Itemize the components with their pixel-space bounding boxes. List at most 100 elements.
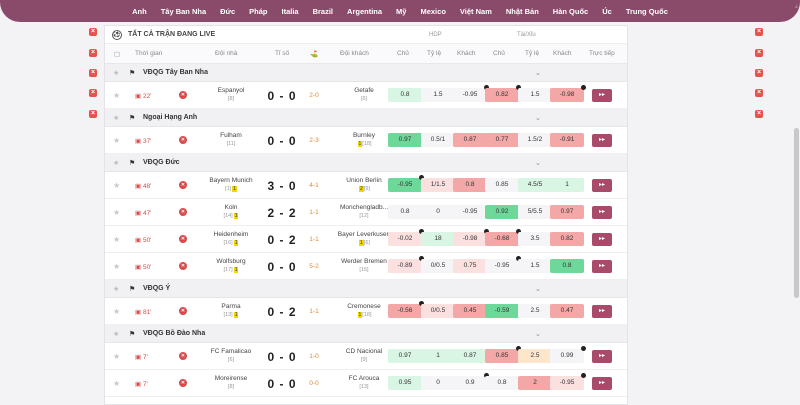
odds-cell[interactable]: 0	[421, 376, 455, 390]
nav-link[interactable]: Pháp	[249, 6, 268, 16]
nav-link[interactable]: Đức	[220, 6, 236, 16]
odds-cell[interactable]: 0	[421, 205, 455, 219]
odds-cell[interactable]: 5/5.5	[518, 205, 552, 219]
league-header[interactable]: ★ ⚑ VĐQG Ý ⌄	[105, 280, 627, 298]
odds-cell[interactable]: 1.5	[518, 259, 552, 273]
close-ad-right-4-icon[interactable]: ×	[755, 89, 763, 97]
odds-cell[interactable]: 1	[550, 178, 584, 192]
odds-cell[interactable]: 0.92	[485, 205, 519, 219]
away-team[interactable]: FC Arouca [13]	[330, 375, 398, 390]
odds-cell[interactable]: 18	[421, 232, 455, 246]
match-row[interactable]: ★ ▣ 47' ✕ Koln [14] 1 2 - 2 1-1 Monchengladb... […	[105, 199, 627, 226]
league-header[interactable]: ★ ⚑ VĐQG Tây Ban Nha ⌄	[105, 64, 627, 82]
chevron-down-icon[interactable]: ⌄	[535, 285, 541, 293]
close-icon[interactable]: ✕	[179, 208, 187, 216]
star-icon[interactable]: ★	[113, 181, 121, 190]
match-row[interactable]: ★ ▣ 50' ✕ Heidenheim [16] 1 0 - 2 1-1 Bayer Leve…	[105, 226, 627, 253]
close-icon[interactable]: ✕	[179, 91, 187, 99]
close-ad-right-3-icon[interactable]: ×	[755, 69, 763, 77]
nav-link[interactable]: Trung Quốc	[625, 6, 668, 16]
live-stream-button[interactable]: ▸▸	[592, 350, 612, 363]
odds-cell[interactable]: 4.5/5	[518, 178, 552, 192]
away-team[interactable]: Bayer Leverkusen 1[6]	[330, 231, 398, 246]
star-icon[interactable]: ★	[113, 330, 120, 338]
league-header[interactable]: ★ ⚑ Ngoại Hạng Anh ⌄	[105, 109, 627, 127]
home-team[interactable]: Fulham [11]	[200, 132, 262, 147]
odds-cell[interactable]: -0.89	[388, 256, 424, 273]
live-stream-button[interactable]: ▸▸	[592, 377, 612, 390]
nav-link[interactable]: Italia	[281, 6, 299, 16]
close-ad-right-2-icon[interactable]: ×	[755, 49, 763, 57]
live-stream-button[interactable]: ▸▸	[592, 260, 612, 273]
star-icon[interactable]: ★	[113, 69, 120, 77]
odds-cell[interactable]: 0.82	[550, 232, 584, 246]
away-team[interactable]: Monchengladb... [12]	[330, 204, 398, 219]
odds-cell[interactable]: -0.91	[550, 133, 584, 147]
away-team[interactable]: Union Berlin 2[9]	[330, 177, 398, 192]
odds-cell[interactable]: 0.45	[453, 304, 487, 318]
odds-cell[interactable]: 0.8	[388, 205, 422, 219]
odds-cell[interactable]: 0/0.5	[421, 259, 455, 273]
odds-cell[interactable]: -0.95	[550, 373, 586, 390]
star-icon[interactable]: ★	[113, 235, 121, 244]
away-team[interactable]: Burnley 1[18]	[330, 132, 398, 147]
star-icon[interactable]: ★	[113, 262, 121, 271]
away-team[interactable]: Werder Bremen [15]	[330, 258, 398, 273]
odds-cell[interactable]: -0.95	[453, 85, 489, 102]
odds-cell[interactable]: 2	[518, 376, 552, 390]
home-team[interactable]: Koln [14] 1	[200, 204, 262, 219]
scroll-up-icon[interactable]: ▲	[793, 4, 800, 10]
nav-link[interactable]: Úc	[602, 6, 612, 16]
odds-cell[interactable]: 0.47	[550, 304, 584, 318]
match-row[interactable]: ★ ▣ 81' ✕ Parma [13] 1 0 - 2 1-1 Cremonese 1[18] -…	[105, 298, 627, 325]
close-ad-right-1-icon[interactable]: ×	[755, 28, 763, 36]
close-icon[interactable]: ✕	[179, 307, 187, 315]
home-team[interactable]: Moreirense [8]	[200, 375, 262, 390]
odds-cell[interactable]: -0.95	[485, 256, 521, 273]
odds-cell[interactable]: -0.98	[453, 229, 489, 246]
odds-cell[interactable]: 0.85	[485, 178, 519, 192]
live-stream-button[interactable]: ▸▸	[592, 134, 612, 147]
star-icon[interactable]: ★	[113, 379, 121, 388]
chevron-down-icon[interactable]: ⌄	[535, 330, 541, 338]
home-team[interactable]: Espanyol [8]	[200, 87, 262, 102]
live-stream-button[interactable]: ▸▸	[592, 305, 612, 318]
odds-cell[interactable]: 0.9	[453, 373, 489, 390]
close-icon[interactable]: ✕	[179, 136, 187, 144]
league-header[interactable]: ★ ⚑ VĐQG Đức ⌄	[105, 154, 627, 172]
home-team[interactable]: Parma [13] 1	[200, 303, 262, 318]
odds-cell[interactable]: 0.97	[550, 205, 584, 219]
home-team[interactable]: FC Famalicao [6]	[200, 348, 262, 363]
star-icon[interactable]: ★	[113, 136, 121, 145]
chevron-down-icon[interactable]: ⌄	[535, 69, 541, 77]
odds-cell[interactable]: 1/1.5	[421, 178, 455, 192]
nav-link[interactable]: Mexico	[420, 6, 446, 16]
odds-cell[interactable]: 0.75	[453, 259, 487, 273]
nav-link[interactable]: Anh	[132, 6, 147, 16]
odds-cell[interactable]: 1.5	[421, 88, 455, 102]
odds-cell[interactable]: 0.97	[388, 133, 422, 147]
live-stream-button[interactable]: ▸▸	[592, 206, 612, 219]
star-icon[interactable]: ★	[113, 114, 120, 122]
nav-link[interactable]: Nhật Bản	[505, 6, 539, 16]
close-ad-left-3-icon[interactable]: ×	[89, 69, 97, 77]
away-team[interactable]: Cremonese 1[18]	[330, 303, 398, 318]
home-team[interactable]: Heidenheim [16] 1	[200, 231, 262, 246]
odds-cell[interactable]: 2.5	[518, 304, 552, 318]
nav-link[interactable]: Tây Ban Nha	[160, 6, 207, 16]
odds-cell[interactable]: 0.97	[388, 349, 422, 363]
star-icon[interactable]: ★	[113, 352, 121, 361]
odds-cell[interactable]: 0.8	[550, 259, 584, 273]
odds-cell[interactable]: 0.8	[485, 376, 519, 390]
match-row[interactable]: ★ ▣ 22' ✕ Espanyol [8] 0 - 0 2-0 Getafe [6] 0.8 1.…	[105, 82, 627, 109]
live-stream-button[interactable]: ▸▸	[592, 233, 612, 246]
odds-cell[interactable]: -0.02	[388, 229, 424, 246]
star-icon[interactable]: ★	[113, 307, 121, 316]
nav-link[interactable]: Brazil	[312, 6, 334, 16]
nav-link[interactable]: Mỹ	[396, 6, 407, 16]
odds-cell[interactable]: 0.5/1	[421, 133, 455, 147]
close-icon[interactable]: ✕	[179, 352, 187, 360]
odds-cell[interactable]: 0.99	[550, 346, 586, 363]
away-team[interactable]: Getafe [6]	[330, 87, 398, 102]
odds-cell[interactable]: -0.95	[388, 175, 424, 192]
